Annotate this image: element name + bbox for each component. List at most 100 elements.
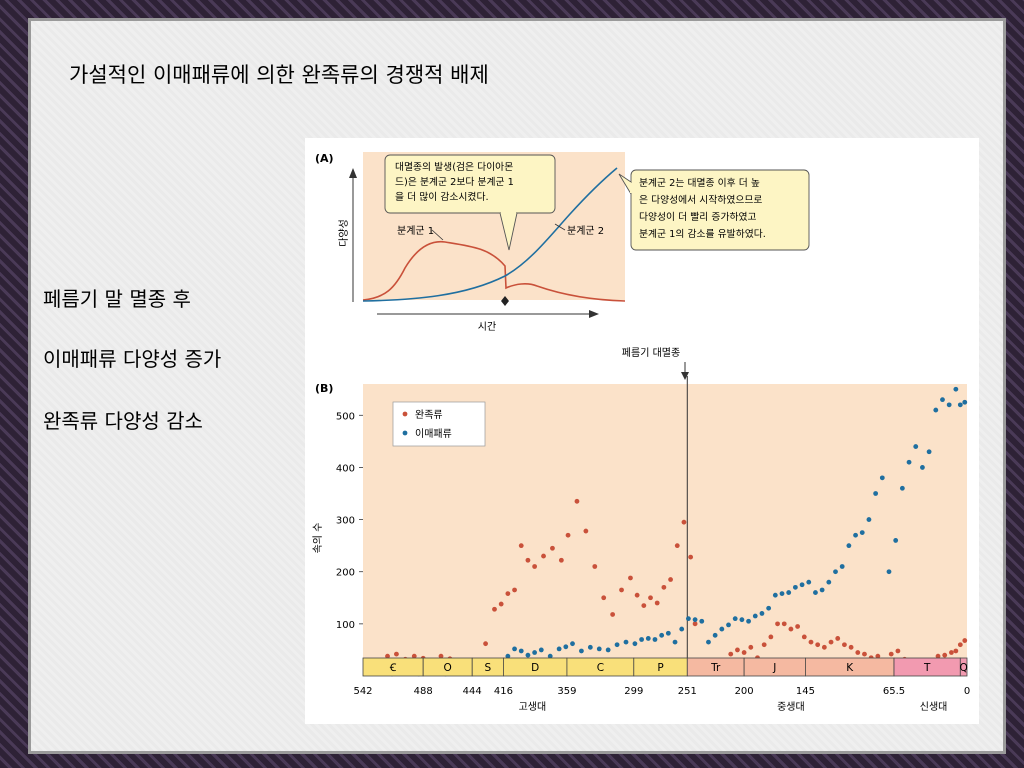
point-s1-28	[587, 644, 593, 650]
panel-b-y-ticks: 100 200 300 400 500	[336, 411, 363, 631]
point-s0-34	[648, 595, 653, 601]
point-s1-71	[886, 569, 892, 575]
point-s1-59	[806, 579, 812, 585]
figure: (A) 다양성 시간 분계군 1 분계군 2 대멸종의 발생(검은 다이아몬 드…	[305, 138, 979, 724]
point-s1-18	[512, 646, 517, 652]
point-s0-2	[385, 653, 390, 659]
period-label-0: Ꞓ	[389, 662, 397, 674]
point-s1-72	[893, 538, 899, 543]
point-s0-25	[574, 498, 580, 504]
period-10	[959, 657, 968, 677]
point-s1-77	[926, 449, 932, 455]
point-s0-14	[492, 606, 497, 612]
legend	[392, 401, 486, 447]
point-s1-33	[632, 641, 638, 647]
point-s1-35	[645, 636, 651, 641]
panel-a-callout-1-tail	[499, 212, 518, 251]
point-s0-35	[654, 600, 660, 606]
point-s1-34	[639, 637, 644, 642]
x-tick-label-1: 488	[414, 686, 433, 697]
point-s1-50	[746, 618, 751, 624]
panel-a-pointer-clade-2	[554, 223, 566, 231]
legend-label-1: 이매패류	[415, 428, 452, 440]
point-s1-62	[826, 579, 832, 585]
point-s1-81	[953, 386, 959, 392]
panel-a-callout-2-line-4: 분계군 1의 감소를 유발하였다.	[639, 227, 766, 240]
panel-a-callout-2	[630, 169, 810, 251]
point-s0-22	[550, 545, 555, 551]
figure-svg: (A) 다양성 시간 분계군 1 분계군 2 대멸종의 발생(검은 다이아몬 드…	[312, 152, 970, 713]
panel-a-label: (A)	[315, 152, 334, 165]
point-s1-66	[853, 532, 858, 538]
panel-a-curve-clade-2	[362, 167, 618, 302]
x-tick-label-0: 542	[353, 686, 372, 697]
point-s0-23	[558, 557, 564, 563]
point-s1-83	[962, 399, 968, 405]
panel-a-callout-2-line-3: 다양성이 더 빨리 증가하였고	[639, 210, 757, 223]
era-label-1: 중생대	[777, 701, 805, 713]
slide: 가설적인 이매패류에 의한 완족류의 경쟁적 배제 페름기 말 멸종 후 이매패…	[28, 18, 1006, 754]
point-s1-26	[570, 641, 575, 647]
point-s0-17	[512, 587, 517, 593]
y-tick-label-0: 100	[336, 620, 355, 631]
panel-a-label-clade-1: 분계군 1	[397, 225, 434, 237]
panel-a-pointer-clade-1	[431, 229, 444, 241]
panel-a-callout-1-line-3: 을 더 많이 감소시켰다.	[395, 190, 489, 203]
point-s0-54	[775, 621, 780, 627]
y-tick-label-2: 300	[336, 516, 355, 527]
point-s1-61	[819, 587, 825, 593]
point-s0-62	[828, 639, 834, 645]
period-label-8: K	[846, 662, 854, 674]
point-s1-51	[752, 613, 758, 619]
point-s1-73	[899, 485, 905, 491]
point-s1-74	[906, 459, 912, 465]
point-s0-5	[411, 653, 417, 659]
point-s1-46	[719, 626, 725, 632]
point-s0-39	[681, 519, 687, 525]
point-s1-80	[946, 402, 952, 408]
point-s0-48	[735, 647, 740, 653]
point-s0-30	[619, 587, 624, 593]
point-s0-63	[835, 636, 841, 641]
point-s0-20	[532, 564, 538, 569]
point-s1-38	[665, 630, 671, 636]
panel-a-label-clade-2: 분계군 2	[567, 225, 604, 237]
point-s1-49	[739, 617, 745, 623]
point-s0-53	[768, 634, 774, 640]
point-s1-76	[920, 465, 925, 470]
era-labels: 고생대 중생대 신생대	[519, 701, 948, 713]
point-s0-32	[634, 592, 640, 598]
era-label-0: 고생대	[519, 701, 547, 713]
period-label-4: C	[597, 662, 604, 674]
bullet-1: 페름기 말 멸종 후	[43, 287, 191, 311]
point-s0-21	[541, 553, 546, 559]
point-s0-3	[394, 651, 399, 657]
x-tick-label-6: 251	[678, 686, 697, 697]
bullet-3: 완족류 다양성 감소	[43, 409, 203, 433]
point-s1-23	[547, 653, 553, 659]
point-s0-49	[741, 650, 747, 655]
point-s0-79	[942, 652, 948, 658]
period-label-3: D	[531, 662, 539, 674]
period-label-2: S	[484, 662, 491, 674]
x-tick-label-3: 416	[494, 686, 513, 697]
point-s1-19	[518, 648, 524, 654]
period-label-6: Tr	[710, 662, 721, 674]
point-s0-26	[583, 528, 589, 534]
y-tick-label-4: 500	[336, 411, 355, 422]
x-tick-label-7: 200	[735, 686, 754, 697]
point-s0-47	[728, 651, 734, 657]
point-s1-54	[772, 592, 778, 598]
point-s0-67	[862, 651, 867, 657]
panel-a-curve-clade-1	[362, 240, 626, 302]
period-label-7: J	[772, 662, 776, 674]
point-s0-24	[565, 532, 571, 538]
point-s1-63	[833, 569, 838, 575]
point-s1-69	[873, 491, 879, 496]
point-s1-48	[732, 616, 738, 622]
panel-b-label: (B)	[315, 382, 333, 395]
legend-swatch-0	[402, 411, 408, 417]
panel-a-callout-1-line-1: 대멸종의 발생(검은 다이아몬	[395, 161, 513, 173]
period-label-5: P	[657, 662, 663, 674]
point-s0-69	[875, 653, 881, 659]
